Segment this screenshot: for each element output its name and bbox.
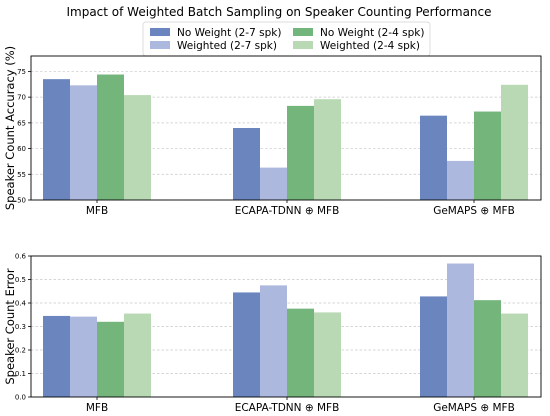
- x-tick-label: ECAPA-TDNN ⊕ MFB: [235, 402, 340, 414]
- bar-weighted-2-7-spk-ecapa-tdnn-mfb: [260, 167, 287, 200]
- bar-weighted-2-4-spk-ecapa-tdnn-mfb: [314, 312, 341, 397]
- y-tick-label: 55: [17, 171, 26, 179]
- y-tick-label: 65: [17, 119, 26, 127]
- y-tick-label: 60: [17, 145, 26, 153]
- y-tick-label: 75: [17, 68, 26, 76]
- bar-no-weight-2-4-spk-mfb: [97, 74, 124, 200]
- bar-weighted-2-4-spk-mfb: [124, 313, 151, 397]
- bar-no-weight-2-7-spk-mfb: [43, 315, 70, 397]
- y-tick-label: 50: [17, 197, 26, 205]
- legend: No Weight (2-7 spk)Weighted (2-7 spk) No …: [142, 21, 431, 57]
- y-tick-label: 0.6: [15, 253, 27, 261]
- axes-frame: [30, 255, 542, 398]
- y-tick-label: 0.5: [15, 276, 26, 284]
- bar-no-weight-2-4-spk-gemaps-mfb: [474, 111, 501, 200]
- y-tick-label: 0.2: [15, 347, 26, 355]
- bar-weighted-2-7-spk-mfb: [70, 316, 97, 397]
- bar-weighted-2-4-spk-mfb: [124, 95, 151, 200]
- legend-swatch-weighted-2-4-spk: [293, 41, 313, 49]
- y-tick-label: 0.4: [15, 300, 27, 308]
- x-tick-label: GeMAPS ⊕ MFB: [433, 205, 515, 217]
- legend-label: Weighted (2-7 spk): [177, 40, 277, 52]
- axes-frame: [30, 55, 542, 201]
- bar-no-weight-2-7-spk-gemaps-mfb: [420, 296, 447, 397]
- legend-label: No Weight (2-4 spk): [320, 27, 424, 39]
- y-tick-label: 0.3: [15, 323, 26, 331]
- bar-no-weight-2-7-spk-ecapa-tdnn-mfb: [233, 292, 260, 397]
- y-tick-label: 0.0: [15, 394, 26, 402]
- bar-no-weight-2-4-spk-ecapa-tdnn-mfb: [287, 308, 314, 397]
- bar-no-weight-2-4-spk-ecapa-tdnn-mfb: [287, 105, 314, 200]
- chart-title: Impact of Weighted Batch Sampling on Spe…: [66, 5, 491, 19]
- bar-no-weight-2-7-spk-ecapa-tdnn-mfb: [233, 128, 260, 200]
- accuracy-panel: 50 55 60 65 70 75 MFB ECAPA-TDNN ⊕ MFB GeMAPS ⊕ …: [3, 46, 542, 217]
- bar-weighted-2-4-spk-ecapa-tdnn-mfb: [314, 99, 341, 200]
- x-tick-label: MFB: [86, 205, 108, 217]
- legend-label: No Weight (2-7 spk): [177, 27, 281, 39]
- y-tick-label: 70: [17, 94, 26, 102]
- y-axis-label: Speaker Count Error: [3, 268, 17, 385]
- legend-swatch-weighted-2-7-spk: [150, 41, 170, 49]
- x-tick-label: GeMAPS ⊕ MFB: [433, 402, 515, 414]
- bar-weighted-2-4-spk-gemaps-mfb: [501, 84, 528, 200]
- error-panel: 0.0 0.1 0.2 0.3 0.4 0.5 0.6 MFB ECAPA-TDNN ⊕ MFB…: [3, 253, 542, 414]
- bar-no-weight-2-7-spk-mfb: [43, 79, 70, 200]
- x-tick-label: ECAPA-TDNN ⊕ MFB: [235, 205, 340, 217]
- bar-weighted-2-4-spk-gemaps-mfb: [501, 313, 528, 397]
- bar-no-weight-2-4-spk-mfb: [97, 321, 124, 397]
- legend-label: Weighted (2-4 spk): [320, 40, 420, 52]
- bar-weighted-2-7-spk-ecapa-tdnn-mfb: [260, 285, 287, 397]
- bar-weighted-2-7-spk-mfb: [70, 85, 97, 200]
- x-tick-label: MFB: [86, 402, 108, 414]
- bar-no-weight-2-4-spk-gemaps-mfb: [474, 300, 501, 397]
- bar-no-weight-2-7-spk-gemaps-mfb: [420, 115, 447, 200]
- y-tick-label: 0.1: [15, 370, 26, 378]
- bar-weighted-2-7-spk-gemaps-mfb: [447, 263, 474, 397]
- y-axis-label: Speaker Count Accuracy (%): [3, 46, 17, 210]
- legend-swatch-no-weight-2-4-spk: [293, 28, 313, 36]
- bar-weighted-2-7-spk-gemaps-mfb: [447, 160, 474, 200]
- legend-swatch-no-weight-2-7-spk: [150, 28, 170, 36]
